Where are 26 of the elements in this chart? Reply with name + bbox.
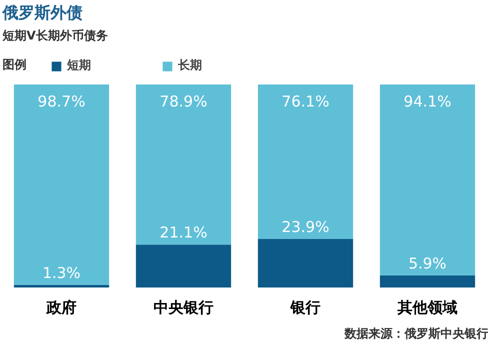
- data-label: 21.1%: [160, 224, 208, 242]
- data-label: 78.9%: [160, 92, 208, 110]
- bar: [136, 84, 232, 245]
- data-label: 76.1%: [282, 92, 330, 110]
- x-tick-label: 其他领域: [396, 298, 458, 316]
- legend-title: 图例: [2, 58, 26, 72]
- chart-title: 俄罗斯外债: [2, 3, 82, 22]
- data-label: 1.3%: [42, 264, 81, 282]
- data-label: 23.9%: [282, 218, 330, 236]
- bar: [258, 238, 354, 288]
- data-label: 98.7%: [38, 92, 86, 110]
- data-label: 94.1%: [404, 92, 452, 110]
- x-tick-label: 政府: [46, 298, 76, 316]
- source-note: 数据来源：俄罗斯中央银行: [344, 326, 488, 340]
- bar: [380, 276, 476, 288]
- legend-label: 短期: [67, 57, 91, 74]
- legend-label: 长期: [178, 57, 202, 74]
- x-tick-label: 银行: [290, 298, 320, 316]
- x-tick-label: 中央银行: [154, 298, 214, 316]
- data-label: 5.9%: [408, 254, 447, 273]
- chart-subtitle: 短期V长期外币债务: [2, 28, 108, 42]
- bar: [14, 284, 110, 288]
- bar: [14, 84, 110, 285]
- bar: [258, 84, 354, 239]
- bar: [380, 84, 476, 276]
- bar: [136, 244, 232, 288]
